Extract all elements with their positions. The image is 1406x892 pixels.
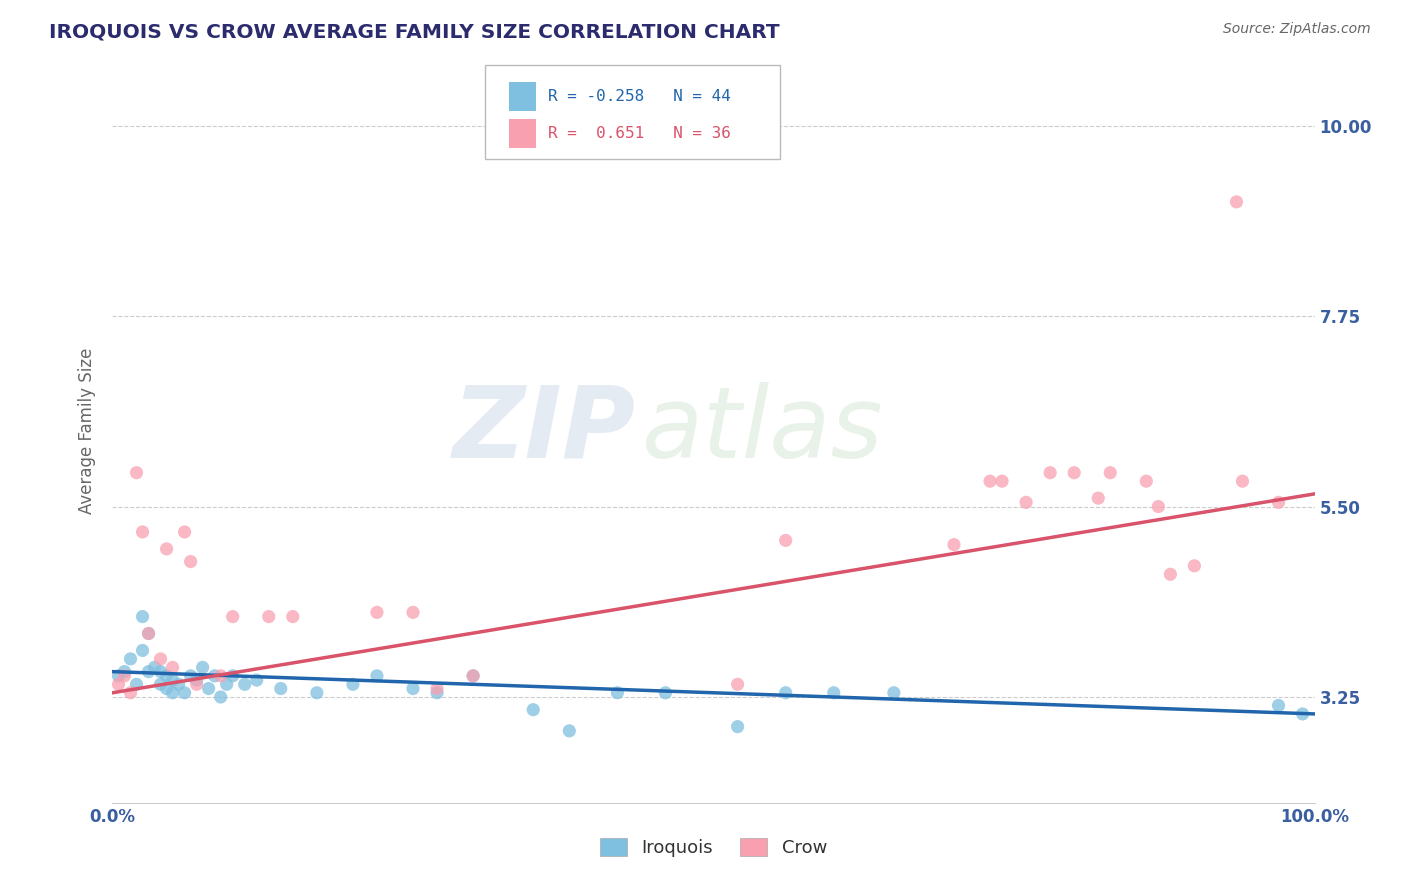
Point (186, 677, 208, 691)
Text: IROQUOIS VS CROW AVERAGE FAMILY SIZE CORRELATION CHART: IROQUOIS VS CROW AVERAGE FAMILY SIZE COR… (49, 22, 780, 41)
Point (606, 686, 628, 700)
Point (114, 665, 136, 679)
Point (114, 669, 136, 683)
Point (204, 669, 226, 683)
Point (209, 669, 232, 683)
Point (209, 690, 232, 704)
Point (1015, 495, 1038, 509)
Point (222, 609, 245, 624)
Point (1159, 567, 1181, 582)
Point (402, 681, 425, 696)
Point (131, 643, 153, 657)
Point (1291, 706, 1313, 721)
Point (654, 686, 676, 700)
Point (461, 669, 484, 683)
Point (883, 686, 905, 700)
Point (823, 686, 845, 700)
FancyBboxPatch shape (485, 65, 780, 159)
Point (143, 660, 166, 674)
Point (125, 466, 148, 480)
Point (191, 660, 214, 674)
Point (155, 681, 177, 696)
Point (162, 673, 184, 687)
Point (1087, 491, 1109, 505)
Point (522, 703, 544, 717)
Point (120, 686, 142, 700)
Point (979, 474, 1001, 488)
Point (186, 673, 208, 687)
Point (138, 626, 160, 640)
Text: R =  0.651   N = 36: R = 0.651 N = 36 (548, 126, 731, 141)
Point (257, 609, 280, 624)
Point (1135, 474, 1157, 488)
Point (120, 652, 142, 666)
Point (1063, 466, 1085, 480)
Y-axis label: Average Family Size: Average Family Size (77, 347, 96, 514)
Point (138, 665, 160, 679)
Point (246, 673, 269, 687)
Text: atlas: atlas (641, 382, 883, 479)
Point (270, 681, 292, 696)
Point (173, 686, 195, 700)
Text: Source: ZipAtlas.com: Source: ZipAtlas.com (1223, 22, 1371, 37)
Point (558, 723, 581, 738)
Point (426, 686, 449, 700)
Point (107, 677, 129, 691)
Point (215, 677, 238, 691)
Point (1184, 558, 1206, 573)
Point (155, 541, 177, 556)
Text: ZIP: ZIP (453, 382, 636, 479)
Point (281, 609, 304, 624)
Point (942, 538, 965, 552)
Point (149, 652, 172, 666)
Point (222, 669, 245, 683)
Point (426, 681, 449, 696)
Point (107, 669, 129, 683)
Point (173, 524, 195, 539)
Point (131, 609, 153, 624)
Point (1147, 500, 1170, 514)
Point (149, 665, 172, 679)
Point (342, 677, 364, 691)
Point (162, 660, 184, 674)
Point (167, 677, 190, 691)
Text: R = -0.258   N = 44: R = -0.258 N = 44 (548, 89, 731, 104)
Point (1099, 466, 1122, 480)
Point (366, 606, 388, 620)
Point (1039, 466, 1062, 480)
Point (155, 669, 177, 683)
Bar (509, 82, 536, 111)
Point (402, 606, 425, 620)
Bar (509, 120, 536, 147)
Point (180, 669, 202, 683)
Point (305, 686, 328, 700)
Point (727, 677, 749, 691)
Point (149, 677, 172, 691)
Point (180, 555, 202, 569)
Point (125, 677, 148, 691)
Point (775, 686, 797, 700)
Point (1232, 474, 1254, 488)
Point (1225, 194, 1247, 209)
Legend: Iroquois, Crow: Iroquois, Crow (593, 830, 834, 864)
Point (131, 524, 153, 539)
Point (1267, 495, 1289, 509)
Point (1267, 698, 1289, 713)
Point (461, 669, 484, 683)
Point (991, 474, 1014, 488)
Point (366, 669, 388, 683)
Point (233, 677, 256, 691)
Point (197, 681, 219, 696)
Point (775, 533, 797, 548)
Point (727, 720, 749, 734)
Point (138, 626, 160, 640)
Point (162, 686, 184, 700)
